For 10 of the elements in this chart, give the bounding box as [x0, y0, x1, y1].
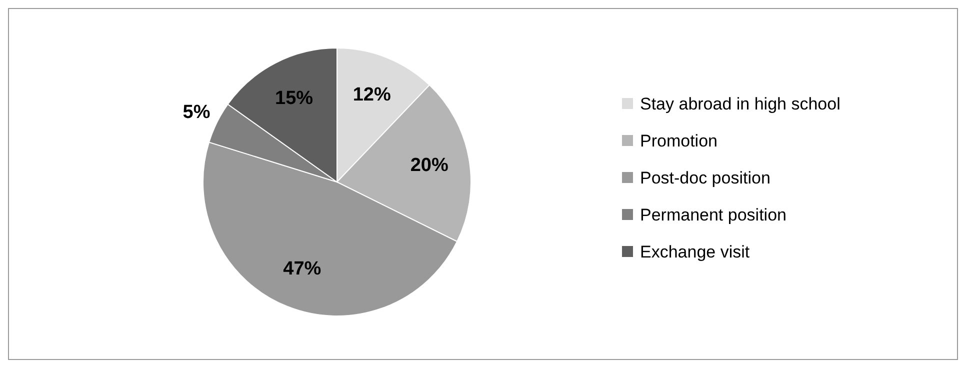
- legend-label: Post-doc position: [640, 168, 770, 188]
- data-label: 5%: [182, 102, 210, 123]
- data-label: 12%: [352, 84, 391, 106]
- legend-label: Permanent position: [640, 206, 786, 224]
- legend-label: Promotion: [640, 132, 718, 150]
- legend-label: Stay abroad in high school: [640, 94, 840, 114]
- data-label: 20%: [410, 155, 448, 176]
- data-label: 47%: [283, 258, 322, 280]
- data-label: 15%: [275, 88, 314, 110]
- legend-label: Exchange visit: [640, 242, 750, 262]
